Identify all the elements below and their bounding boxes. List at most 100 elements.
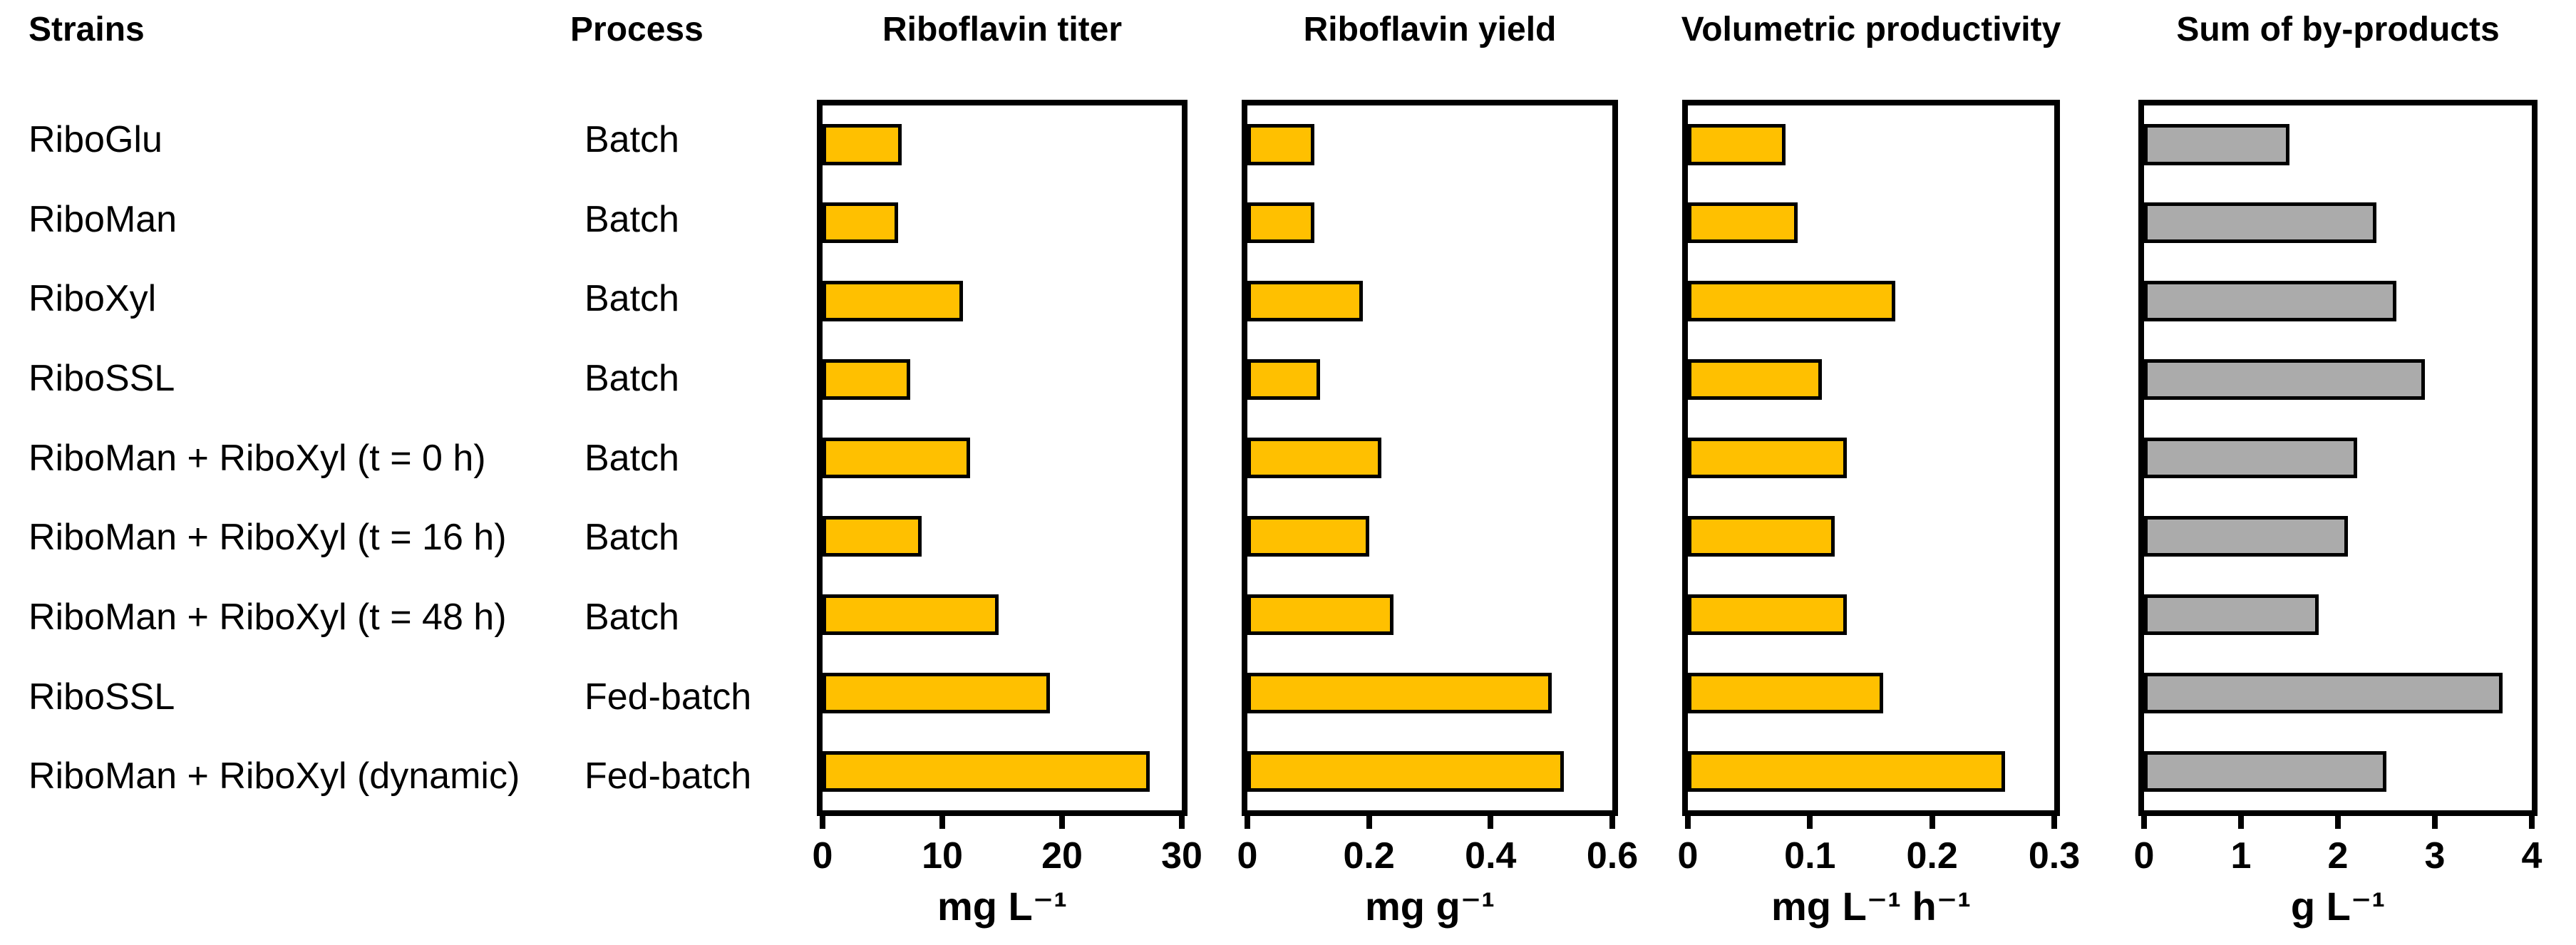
x-axis-unit-label: mg L⁻¹	[937, 884, 1067, 929]
x-axis-tick	[1807, 810, 1813, 829]
bar	[1247, 750, 1564, 792]
bar	[2144, 437, 2358, 479]
bar-row	[2144, 262, 2532, 341]
bar	[823, 281, 963, 322]
strain-label: RiboXyl	[29, 278, 157, 320]
bar-row	[1247, 575, 1612, 654]
strain-label: RiboMan + RiboXyl (dynamic)	[29, 755, 520, 797]
bar-row	[1688, 262, 2054, 341]
bar	[1247, 672, 1552, 713]
bar	[823, 124, 902, 165]
bar-row	[823, 184, 1182, 262]
x-axis-tick	[1059, 810, 1065, 829]
x-axis-tick-label: 30	[1161, 835, 1202, 877]
process-label: Batch	[584, 517, 679, 559]
bar	[1247, 202, 1314, 244]
process-labels-column: Batch Batch Batch Batch Batch Batch Batch Fed-b…	[584, 100, 813, 816]
bar	[1688, 202, 1798, 244]
bar-row	[1247, 732, 1612, 810]
bar	[823, 202, 898, 244]
bar-row	[2144, 105, 2532, 184]
bar	[823, 359, 910, 401]
bar	[1247, 281, 1364, 322]
bar	[2144, 750, 2386, 792]
strain-label: RiboSSL	[29, 676, 175, 718]
x-axis-tick-label: 4	[2521, 835, 2542, 877]
bar-row	[1247, 184, 1612, 262]
bar-row	[1688, 575, 2054, 654]
bar-row	[2144, 419, 2532, 497]
process-label: Batch	[584, 198, 679, 240]
bar	[1247, 594, 1393, 635]
bar	[823, 594, 999, 635]
x-axis-tick	[820, 810, 825, 829]
bar-row	[2144, 654, 2532, 732]
strain-label: RiboMan + RiboXyl (t = 48 h)	[29, 596, 507, 638]
x-axis-tick-label: 0.1	[1784, 835, 1836, 877]
bar	[2144, 202, 2377, 244]
bar-row	[823, 575, 1182, 654]
bar	[1688, 750, 2006, 792]
x-axis-tick	[1488, 810, 1494, 829]
x-axis-tick-label: 0	[1677, 835, 1699, 877]
bar	[1688, 437, 1847, 479]
x-axis-tick-label: 2	[2327, 835, 2349, 877]
x-axis-tick	[1366, 810, 1372, 829]
x-axis-unit-label: g L⁻¹	[2290, 884, 2386, 929]
bar	[1688, 672, 1884, 713]
bar	[2144, 672, 2503, 713]
x-axis-tick-label: 0.3	[2028, 835, 2081, 877]
process-column-header: Process	[570, 11, 704, 48]
bar	[823, 515, 922, 557]
process-label: Batch	[584, 118, 679, 160]
bar-row	[823, 732, 1182, 810]
x-axis-tick-label: 0	[1237, 835, 1258, 877]
bar	[1247, 437, 1381, 479]
bar	[1247, 359, 1321, 401]
process-label: Fed-batch	[584, 676, 752, 718]
bar-row	[1247, 419, 1612, 497]
bar	[1247, 515, 1369, 557]
x-axis-tick-label: 20	[1041, 835, 1083, 877]
x-axis-tick	[2529, 810, 2535, 829]
strain-labels-column: RiboGlu RiboMan RiboXyl RiboSSL RiboMan + Ri…	[29, 100, 570, 816]
bar-row	[1247, 105, 1612, 184]
bar-row	[2144, 184, 2532, 262]
bar-row	[1688, 419, 2054, 497]
panel-riboflavin-titer: mg L⁻¹ 0 10 20 30	[813, 100, 1202, 929]
bar-row	[823, 654, 1182, 732]
x-axis-tick	[1929, 810, 1935, 829]
bar	[1688, 359, 1823, 401]
panel-riboflavin-yield: mg g⁻¹ 0 0.2 0.4 0.6	[1237, 100, 1638, 929]
process-label: Batch	[584, 357, 679, 399]
bar	[823, 750, 1150, 792]
chart-title-sum-of-byproducts: Sum of by-products	[2176, 11, 2500, 48]
bar	[1247, 124, 1314, 165]
bar-row	[2144, 341, 2532, 419]
x-axis-tick	[1179, 810, 1185, 829]
process-label: Fed-batch	[584, 755, 752, 797]
panel-volumetric-productivity: mg L⁻¹ h⁻¹ 0 0.1 0.2 0.3	[1678, 100, 2080, 929]
x-axis-tick	[1609, 810, 1615, 829]
strain-label: RiboMan + RiboXyl (t = 16 h)	[29, 517, 507, 559]
x-axis-tick	[2335, 810, 2341, 829]
strain-label: RiboMan	[29, 198, 177, 240]
bar-row	[1247, 341, 1612, 419]
x-axis-tick-label: 0	[812, 835, 833, 877]
x-axis-tick-label: 0.2	[1343, 835, 1395, 877]
bar	[2144, 515, 2348, 557]
x-axis-tick-label: 0.6	[1586, 835, 1639, 877]
x-axis-tick-label: 0	[2133, 835, 2155, 877]
x-axis-tick	[1245, 810, 1250, 829]
x-axis-tick	[2141, 810, 2147, 829]
bar-row	[2144, 575, 2532, 654]
bar	[1688, 124, 1786, 165]
x-axis-unit-label: mg g⁻¹	[1365, 884, 1495, 929]
x-axis-tick	[2238, 810, 2244, 829]
x-axis-tick-label: 0.2	[1906, 835, 1958, 877]
bar	[1688, 594, 1847, 635]
bar-row	[1688, 732, 2054, 810]
plot-area	[823, 105, 1182, 810]
bar-row	[1688, 105, 2054, 184]
